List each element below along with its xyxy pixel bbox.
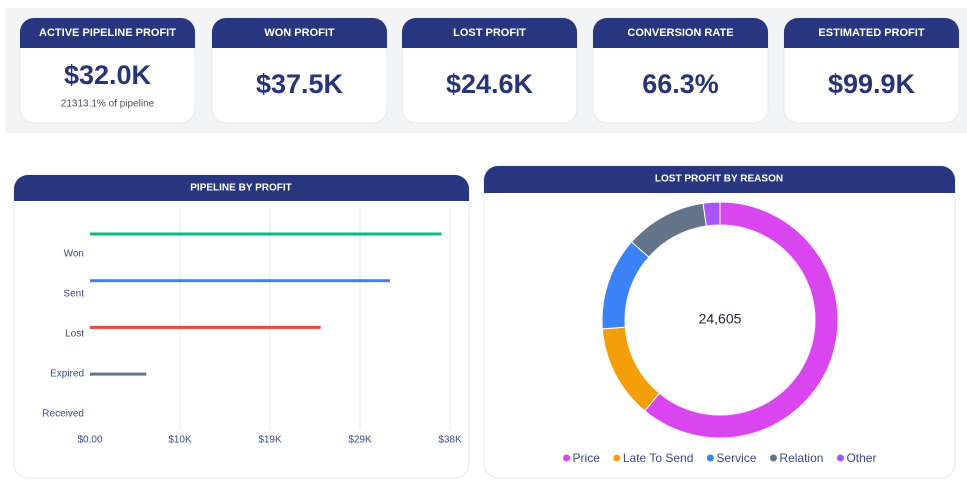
kpi-card-header (402, 18, 577, 48)
legend-label: Relation (779, 451, 823, 465)
kpi-title: ESTIMATED PROFIT (818, 27, 924, 39)
kpi-title: ACTIVE PIPELINE PROFIT (39, 27, 176, 39)
legend-marker (613, 454, 621, 462)
x-tick-label: $38K (438, 435, 462, 446)
legend-label: Price (573, 451, 601, 465)
y-tick-label: Sent (63, 289, 84, 300)
y-tick-label: Lost (65, 329, 84, 340)
kpi-note: 21313.1% of pipeline (61, 99, 155, 110)
legend-label: Other (846, 451, 876, 465)
legend-marker (769, 454, 777, 462)
legend-label: Late To Send (623, 451, 694, 465)
pie-slice (702, 201, 721, 227)
bar (90, 372, 147, 376)
chart-title: PIPELINE BY PROFIT (190, 183, 292, 194)
kpi-title: CONVERSION RATE (627, 27, 733, 39)
x-tick-label: $29K (348, 435, 372, 446)
x-tick-label: $19K (258, 435, 282, 446)
kpi-card-header (20, 18, 195, 48)
x-tick-label: $0.00 (77, 435, 102, 446)
kpi-value: $32.0K (64, 60, 152, 90)
legend-label: Service (716, 451, 756, 465)
kpi-value: $24.6K (446, 69, 534, 99)
y-tick-label: Won (64, 249, 84, 260)
kpi-card-header (212, 18, 387, 48)
legend-marker (836, 454, 844, 462)
chart-title: LOST PROFIT BY REASON (655, 174, 783, 185)
kpi-title: WON PROFIT (264, 27, 335, 39)
kpi-value: $99.9K (828, 69, 916, 99)
y-tick-label: Expired (50, 369, 84, 380)
bar (90, 232, 442, 236)
y-tick-label: Received (42, 409, 84, 420)
kpi-value: $37.5K (256, 69, 344, 99)
kpi-card-header (784, 18, 959, 48)
chart-panel-header (484, 166, 955, 193)
x-tick-label: $10K (168, 435, 192, 446)
pie-slice (644, 201, 839, 439)
chart-panel-header (14, 175, 469, 201)
bar (90, 325, 321, 329)
kpi-title: LOST PROFIT (453, 27, 526, 39)
bar (90, 279, 390, 283)
center-label: 24,605 (699, 311, 742, 327)
legend-marker (563, 454, 571, 462)
kpi-card-header (593, 18, 768, 48)
kpi-value: 66.3% (642, 69, 719, 99)
legend-marker (706, 454, 714, 462)
